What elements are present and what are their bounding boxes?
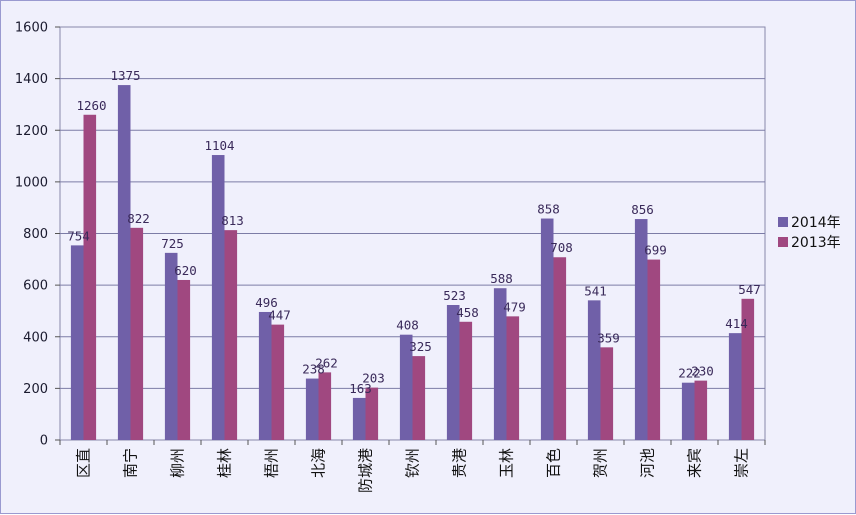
bar-2013	[694, 380, 708, 440]
category-label: 玉林	[498, 448, 516, 478]
y-axis-ticks: 0 200 400 600 800 1000 1200 1400 1600	[15, 21, 60, 449]
data-label: 222	[678, 366, 701, 381]
bar-2013	[177, 279, 191, 440]
y-tick-label: 1600	[15, 21, 48, 36]
category-label: 崇左	[733, 448, 751, 478]
data-label: 203	[362, 371, 385, 386]
data-label: 325	[409, 339, 432, 354]
bar-2013	[459, 321, 473, 440]
bar-2013	[600, 347, 614, 440]
bar-2014	[70, 245, 84, 440]
legend: 2014年 2013年	[778, 215, 841, 251]
data-label: 458	[456, 305, 479, 320]
legend-label: 2014年	[791, 215, 841, 231]
data-label: 523	[443, 288, 466, 303]
category-label: 百色	[545, 448, 563, 478]
bar-2014	[446, 305, 460, 440]
y-tick-label: 800	[23, 227, 48, 242]
bar-2014	[164, 252, 178, 440]
category-label: 防城港	[357, 448, 375, 493]
category-label: 区直	[75, 448, 93, 478]
data-label: 822	[127, 211, 150, 226]
data-label: 858	[537, 202, 560, 217]
category-label: 贵港	[451, 448, 469, 478]
bar-2013	[318, 372, 332, 440]
data-label: 588	[490, 271, 513, 286]
bar-2013	[506, 316, 520, 440]
legend-swatch	[778, 237, 788, 247]
bar-2014	[305, 378, 319, 440]
bar-2013	[741, 298, 755, 440]
category-label: 桂林	[216, 448, 234, 478]
category-label: 梧州	[263, 448, 281, 478]
bar-2014	[211, 155, 225, 440]
category-label: 河池	[639, 448, 657, 478]
bar-2014	[681, 382, 695, 440]
bar-2014	[540, 218, 554, 440]
data-label: 620	[174, 263, 197, 278]
data-label: 1260	[76, 98, 106, 113]
data-label: 1375	[110, 68, 140, 83]
category-label: 北海	[310, 448, 328, 478]
bar-2014	[258, 311, 272, 440]
data-label: 496	[255, 295, 278, 310]
bar-2014	[493, 288, 507, 440]
category-labels: 区直 南宁 柳州 桂林 梧州 北海 防城港 钦州 贵港 玉林 百色 贺州 河池 来宾 崇左	[59, 440, 766, 493]
legend-label: 2013年	[791, 235, 841, 251]
bar-2014	[399, 334, 413, 440]
bar-2013	[365, 387, 379, 440]
data-label: 238	[302, 362, 325, 377]
data-label: 541	[584, 283, 607, 298]
category-label: 柳州	[169, 448, 187, 478]
bar-2013	[83, 114, 97, 440]
bar-2013	[412, 356, 426, 440]
data-label: 479	[503, 299, 526, 314]
category-label: 贺州	[592, 448, 610, 478]
y-tick-label: 1400	[15, 72, 48, 87]
y-tick-label: 600	[23, 279, 48, 294]
data-label: 230	[691, 364, 714, 379]
data-label: 856	[631, 202, 654, 217]
bar-2014	[634, 219, 648, 440]
data-label: 725	[161, 236, 184, 251]
data-label: 1104	[204, 138, 234, 153]
data-label: 163	[349, 381, 372, 396]
y-tick-label: 1200	[15, 124, 48, 139]
data-label: 699	[644, 243, 667, 258]
bar-2014	[587, 300, 601, 440]
category-label: 来宾	[686, 448, 704, 478]
category-label: 南宁	[122, 448, 140, 478]
legend-swatch	[778, 217, 788, 227]
bar-2014	[117, 85, 131, 440]
bar-2013	[647, 259, 661, 440]
y-tick-label: 1000	[15, 175, 48, 190]
data-label: 408	[396, 318, 419, 333]
y-tick-label: 400	[23, 330, 48, 345]
y-tick-label: 0	[40, 434, 48, 449]
bar-2013	[271, 324, 285, 440]
y-tick-label: 200	[23, 382, 48, 397]
bar-2013	[224, 230, 238, 440]
data-label: 359	[597, 330, 620, 345]
bar-2013	[553, 257, 567, 440]
data-label: 414	[725, 316, 748, 331]
bar-2014	[728, 333, 742, 440]
bar-2014	[352, 397, 366, 440]
bars	[70, 85, 755, 440]
data-label: 547	[738, 282, 761, 297]
data-label: 754	[67, 228, 90, 243]
category-label: 钦州	[404, 448, 422, 478]
data-label: 708	[550, 240, 573, 255]
bar-2013	[130, 227, 144, 440]
data-label: 813	[221, 213, 244, 228]
data-label: 447	[268, 308, 291, 323]
data-label: 262	[315, 355, 338, 370]
